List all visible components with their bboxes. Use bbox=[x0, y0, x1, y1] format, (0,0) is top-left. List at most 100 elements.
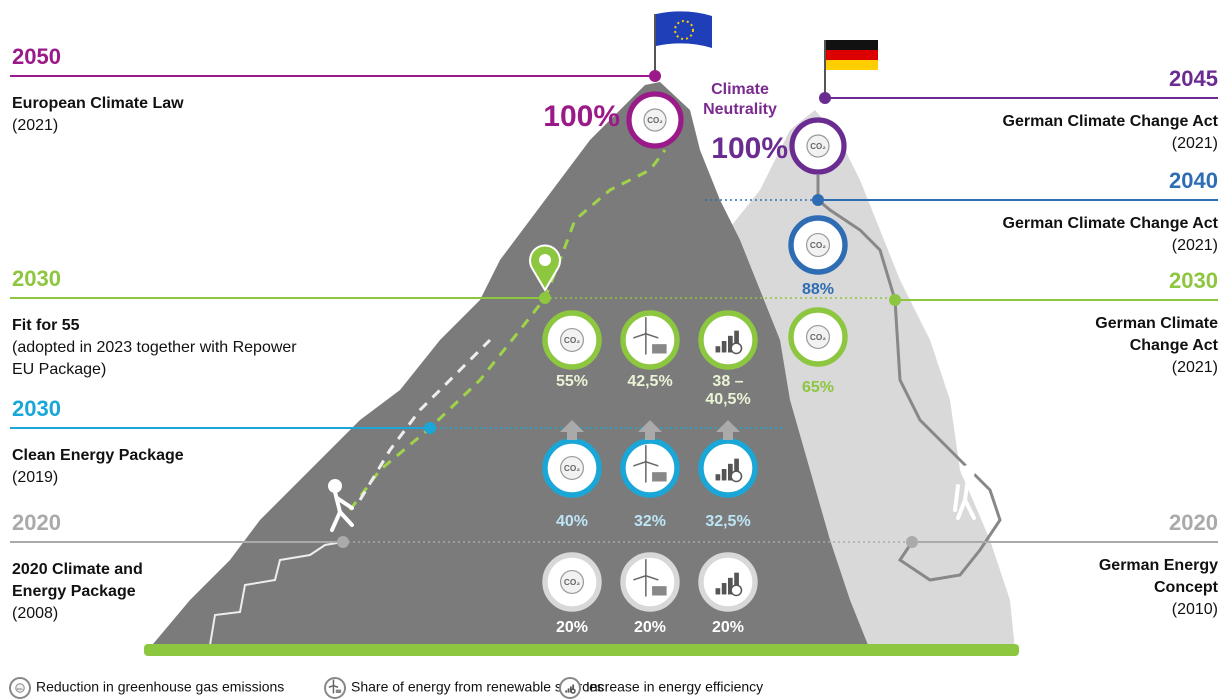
target-value: 32% bbox=[634, 513, 666, 530]
co2-label: CO₂ bbox=[564, 577, 580, 587]
target-icon bbox=[698, 438, 758, 498]
turbine-blade bbox=[633, 461, 647, 467]
turbine-blade bbox=[633, 333, 647, 339]
year: 2030 bbox=[12, 396, 61, 421]
note: EU Package) bbox=[12, 361, 106, 378]
co2-label: CO₂ bbox=[810, 142, 826, 151]
efficiency-bar bbox=[728, 335, 733, 353]
de-target: 65% bbox=[802, 379, 834, 396]
efficiency-bar bbox=[721, 583, 727, 595]
efficiency-gauge bbox=[730, 470, 743, 483]
legend-label: Increase in energy efficiency bbox=[586, 679, 763, 695]
eu-target: 100% bbox=[543, 100, 620, 133]
target-icon bbox=[559, 677, 581, 699]
icon-ring bbox=[620, 310, 680, 370]
title: Change Act bbox=[1130, 337, 1219, 354]
de-flag bbox=[826, 40, 878, 50]
co2-label: CO₂ bbox=[564, 463, 580, 473]
co2-label: CO₂ bbox=[647, 116, 663, 125]
co2-cloud bbox=[805, 232, 831, 258]
target-icon: CO₂ bbox=[542, 438, 602, 498]
turbine-blade bbox=[645, 461, 659, 467]
hiker bbox=[953, 465, 976, 520]
efficiency-bar bbox=[734, 572, 739, 595]
year: 2030 bbox=[12, 266, 61, 291]
co2-cloud bbox=[15, 683, 25, 693]
target-value: 40,5% bbox=[705, 391, 750, 408]
up-arrow bbox=[560, 420, 584, 440]
co2-cloud bbox=[806, 134, 830, 158]
summit-label: Neutrality bbox=[703, 101, 777, 118]
co2-label: CO₂ bbox=[17, 687, 24, 691]
title: German Energy bbox=[1099, 557, 1218, 574]
year: 2045 bbox=[1169, 66, 1218, 91]
efficiency-gauge bbox=[730, 584, 743, 597]
grass bbox=[144, 644, 1019, 656]
milestone-dot bbox=[424, 422, 436, 434]
note: (2021) bbox=[12, 117, 58, 134]
title: German Climate bbox=[1095, 315, 1218, 332]
target-value: 38 – bbox=[712, 373, 743, 390]
turbine-blade bbox=[645, 575, 659, 581]
hiker bbox=[328, 479, 354, 532]
eu-flag bbox=[656, 11, 712, 48]
efficiency-bar bbox=[715, 588, 721, 595]
target-value: 42,5% bbox=[627, 373, 672, 390]
efficiency-gauge bbox=[730, 342, 743, 355]
efficiency-bar bbox=[721, 341, 727, 353]
note: (adopted in 2023 together with Repower bbox=[12, 339, 297, 356]
trail bbox=[169, 541, 344, 649]
milestone-dot bbox=[812, 194, 824, 206]
de-target: 100% bbox=[711, 132, 788, 165]
turbine-blade bbox=[333, 684, 339, 688]
co2-cloud bbox=[559, 455, 585, 481]
target-icon: CO₂ bbox=[542, 552, 602, 612]
de-trail bbox=[816, 175, 1002, 582]
note: (2010) bbox=[1172, 601, 1218, 618]
eu-mountain bbox=[148, 82, 870, 650]
efficiency-gauge bbox=[570, 688, 576, 694]
eu-stars bbox=[674, 20, 694, 40]
turbine-blade bbox=[633, 575, 647, 581]
target-icon: CO₂ bbox=[788, 215, 848, 275]
de-target: 88% bbox=[802, 281, 834, 298]
target-icon bbox=[698, 310, 758, 370]
legend-label: Reduction in greenhouse gas emissions bbox=[36, 679, 284, 695]
co2-label: CO₂ bbox=[564, 335, 580, 345]
co2-cloud bbox=[559, 327, 585, 353]
title: 2020 Climate and bbox=[12, 561, 143, 578]
de-flag bbox=[826, 50, 878, 60]
year: 2050 bbox=[12, 44, 61, 69]
efficiency-bar bbox=[715, 474, 721, 481]
year: 2030 bbox=[1169, 268, 1218, 293]
title: German Climate Change Act bbox=[1003, 113, 1219, 130]
milestone-dot bbox=[906, 536, 918, 548]
trail-dashed-gray bbox=[358, 338, 492, 501]
co2-cloud bbox=[805, 324, 831, 350]
target-value: 20% bbox=[556, 619, 588, 636]
title: Concept bbox=[1154, 579, 1219, 596]
efficiency-bar bbox=[728, 463, 733, 481]
title: Fit for 55 bbox=[12, 317, 80, 334]
milestone-dot bbox=[539, 292, 551, 304]
title: Energy Package bbox=[12, 583, 136, 600]
icon-ring bbox=[620, 552, 680, 612]
solar-panel bbox=[335, 689, 342, 693]
icon-ring bbox=[324, 677, 346, 699]
efficiency-bar bbox=[567, 688, 570, 693]
target-icon: CO₂ bbox=[626, 91, 684, 149]
title: Clean Energy Package bbox=[12, 447, 184, 464]
target-icon bbox=[620, 310, 680, 370]
year: 2020 bbox=[1169, 510, 1218, 535]
pin-dot bbox=[539, 254, 551, 266]
title: German Climate Change Act bbox=[1003, 215, 1219, 232]
legend-label: Share of energy from renewable sources bbox=[351, 679, 604, 695]
target-icon bbox=[620, 438, 680, 498]
target-value: 40% bbox=[556, 513, 588, 530]
target-value: 20% bbox=[634, 619, 666, 636]
target-icon bbox=[620, 552, 680, 612]
target-icon: CO₂ bbox=[9, 677, 31, 699]
co2-label: CO₂ bbox=[810, 332, 826, 342]
efficiency-bar bbox=[570, 686, 572, 693]
